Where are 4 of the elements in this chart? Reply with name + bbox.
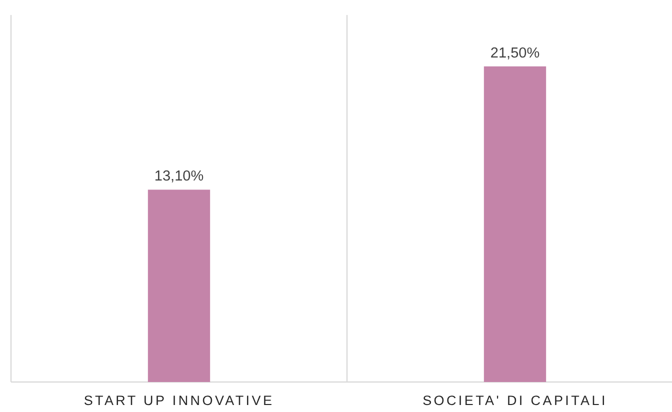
x-tick-label: START UP INNOVATIVE (84, 393, 274, 408)
x-tick-label: SOCIETA' DI CAPITALI (422, 393, 608, 408)
data-label: 13,10% (154, 168, 204, 185)
data-label: 21,50% (490, 45, 540, 62)
